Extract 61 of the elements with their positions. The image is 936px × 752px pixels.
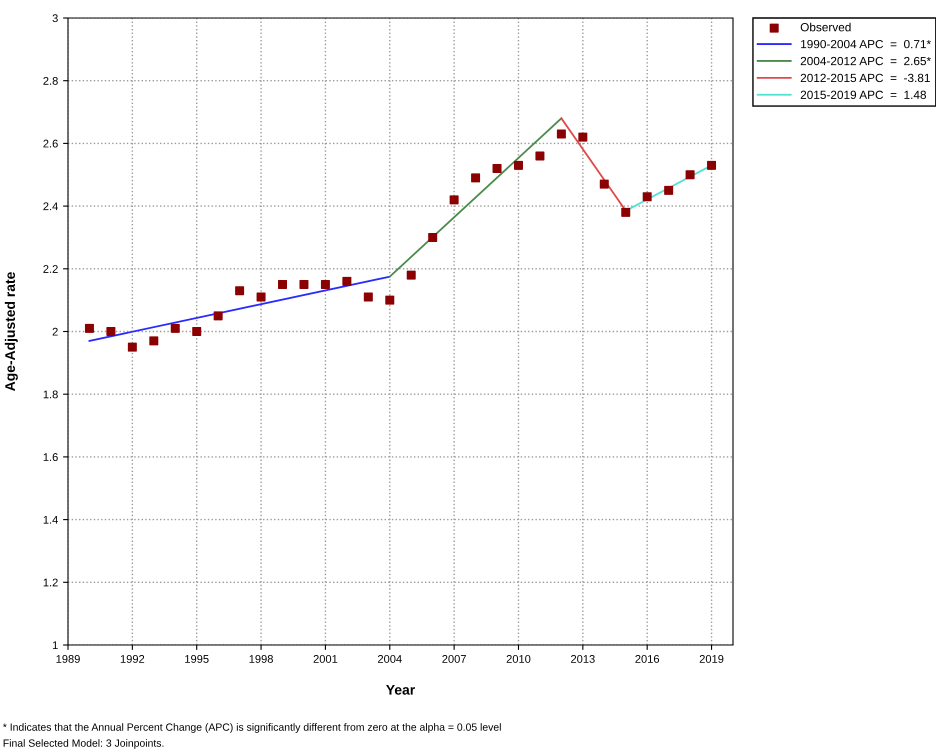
y-tick-label: 2.2: [43, 265, 58, 273]
point: [578, 132, 588, 142]
point: [192, 327, 202, 336]
x-tick-label: 2016: [635, 655, 660, 663]
point: [406, 270, 416, 280]
text: Final Selected Model: 3 Joinpoints.: [4, 739, 164, 749]
point: [450, 195, 459, 204]
y-tick-label: 2: [52, 328, 58, 336]
x-tick-label: 1989: [56, 655, 80, 663]
legend-label: Observed: [800, 22, 851, 32]
point: [664, 186, 674, 195]
point: [514, 160, 523, 170]
point: [492, 164, 502, 173]
point: [170, 324, 180, 333]
point: [535, 151, 544, 160]
x-tick-label: 2019: [700, 655, 724, 663]
point: [556, 129, 566, 138]
point: [235, 286, 244, 296]
y-axis-title: Age-Adjusted rate: [4, 272, 18, 391]
point: [320, 280, 330, 289]
y-tick-label: 1: [52, 641, 58, 650]
x-tick-label: 2001: [314, 655, 338, 663]
y-tick-label: 1.2: [44, 578, 58, 586]
legend-label: 2012-2015 APC = -3.81: [800, 74, 930, 82]
y-tick-label: 1.6: [44, 453, 58, 462]
point: [385, 296, 394, 305]
x-axis-title: Year: [386, 685, 415, 695]
point: [278, 280, 288, 289]
legend-label: 2015-2019 APC = 1.48: [800, 90, 926, 100]
y-tick-label: 1.4: [44, 516, 58, 524]
x-tick-label: 2007: [442, 655, 466, 663]
point: [214, 311, 223, 320]
point: [600, 180, 609, 189]
x-tick-label: 1998: [250, 655, 273, 663]
y-tick-label: 3: [52, 14, 58, 22]
x-tick-label: 2010: [506, 655, 530, 663]
point: [128, 342, 137, 352]
x-tick-label: 2013: [571, 655, 595, 663]
point: [364, 292, 373, 302]
point: [621, 208, 630, 217]
legend-label: 1990-2004 APC = 0.71*: [801, 40, 931, 48]
point: [642, 192, 652, 202]
point: [106, 327, 116, 336]
x-tick-label: 1992: [120, 655, 144, 663]
y-tick-label: 1.8: [44, 390, 58, 398]
x-tick-label: 2004: [378, 655, 402, 663]
point: [256, 292, 266, 302]
point: [471, 173, 480, 182]
point: [149, 336, 158, 346]
y-tick-label: 2.6: [43, 140, 58, 148]
point: [686, 170, 695, 180]
x-tick-label: 1995: [185, 655, 209, 663]
y-tick-label: 2.4: [43, 202, 58, 210]
point: [428, 232, 438, 242]
point: [84, 324, 94, 333]
point: [342, 276, 352, 286]
text: * Indicates that the Annual Percent Change (APC) is significantly different from zero at the alpha = 0.05 level: [2, 723, 501, 733]
point: [299, 280, 308, 289]
legend-label: 2004-2012 APC = 2.65*: [800, 56, 931, 66]
point: [707, 160, 716, 170]
y-tick-label: 2.8: [43, 76, 58, 85]
